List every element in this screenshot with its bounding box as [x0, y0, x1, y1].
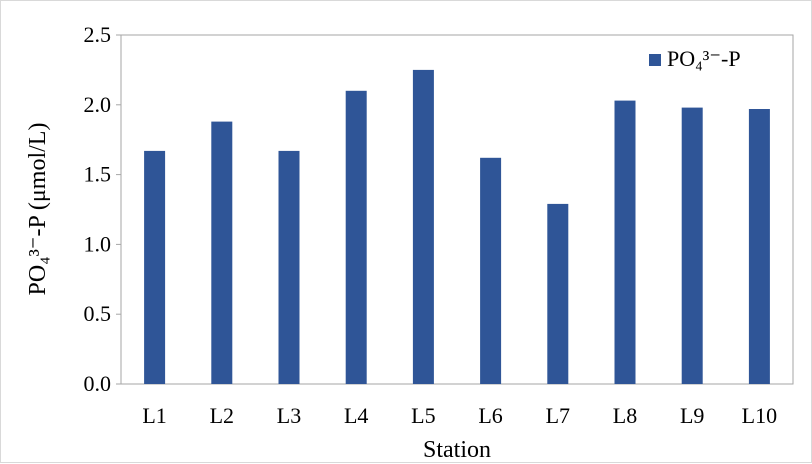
x-tick-label: L4 [344, 403, 368, 428]
bars [144, 69, 770, 385]
y-tick-label: 2.0 [84, 92, 112, 117]
x-tick-label: L2 [210, 403, 234, 428]
legend-label: PO₄³⁻-P [667, 46, 741, 71]
x-axis-ticks: L1 L2 L3 L4 L5 L6 L7 L8 L9 L10 [142, 403, 777, 428]
x-tick-label: L7 [546, 403, 570, 428]
x-axis-title: Station [423, 437, 491, 463]
x-tick-label: L6 [478, 403, 502, 428]
x-tick-label: L9 [680, 403, 704, 428]
bar-l9 [681, 107, 703, 384]
bar-l5 [412, 69, 434, 385]
bar-l7 [547, 203, 569, 384]
bar-l2 [211, 121, 233, 384]
bar-l6 [480, 157, 502, 384]
y-tick-label: 2.5 [84, 22, 112, 47]
y-tick-label: 0.0 [84, 371, 112, 396]
bar-l1 [144, 150, 166, 384]
x-tick-label: L1 [142, 403, 166, 428]
plot-area [120, 34, 794, 385]
y-axis-title: PO₄³⁻-P (μmol/L) [25, 123, 51, 296]
legend: PO₄³⁻-P [649, 46, 741, 71]
x-tick-label: L10 [742, 403, 777, 428]
y-tick-label: 1.5 [84, 162, 112, 187]
legend-swatch [649, 54, 661, 66]
y-tick-label: 1.0 [84, 231, 112, 256]
x-tick-label: L3 [277, 403, 301, 428]
y-tick-label: 0.5 [84, 301, 112, 326]
bar-l8 [614, 100, 636, 384]
y-axis-ticks: 0.0 0.5 1.0 1.5 2.0 2.5 [84, 22, 121, 396]
x-tick-label: L5 [411, 403, 435, 428]
x-tick-label: L8 [613, 403, 637, 428]
bar-l3 [278, 150, 300, 384]
bar-l10 [748, 109, 770, 384]
bar-l4 [345, 90, 367, 385]
plot-border [120, 34, 794, 385]
